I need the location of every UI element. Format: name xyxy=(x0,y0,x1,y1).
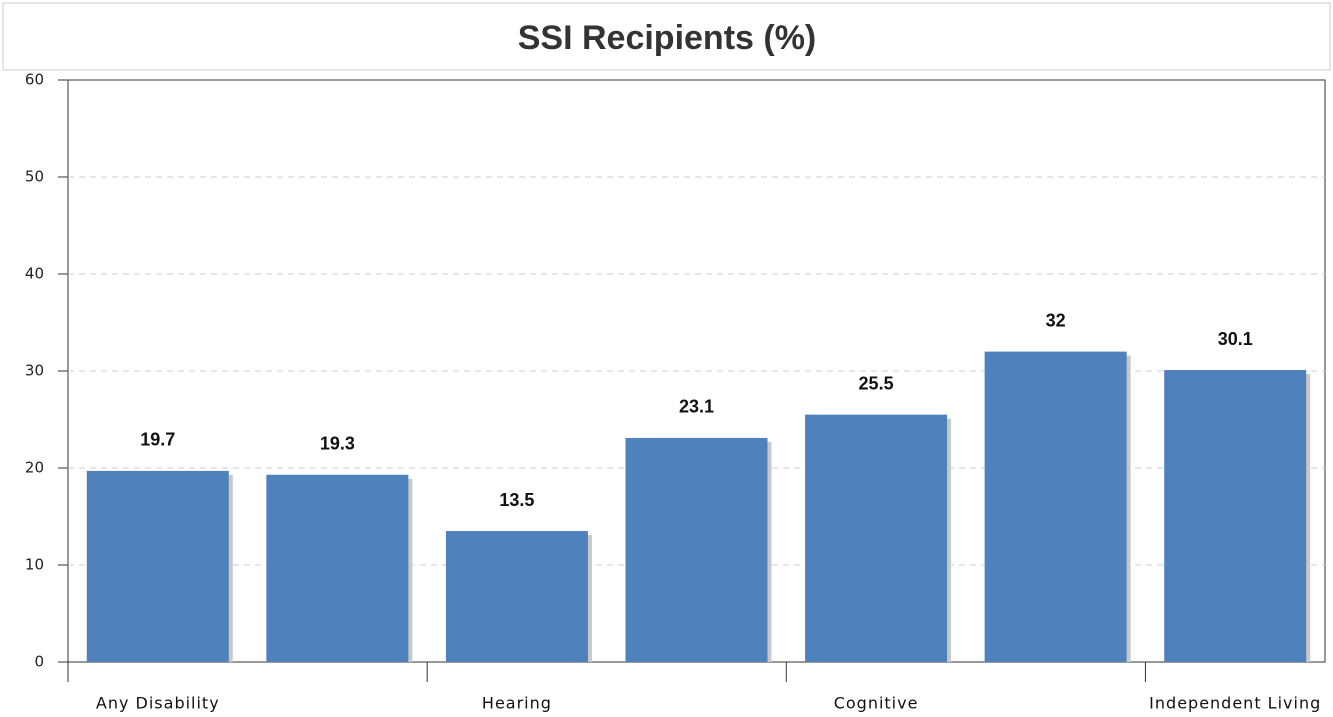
x-tick-label: Hearing xyxy=(482,694,552,713)
bar xyxy=(445,531,588,662)
x-tick-label: Cognitive xyxy=(834,694,919,713)
chart-title: SSI Recipients (%) xyxy=(518,19,817,57)
x-tick-label: Independent Living xyxy=(1149,694,1321,713)
y-tick-label: 10 xyxy=(25,556,44,574)
data-label: 25.5 xyxy=(859,373,894,393)
y-tick-label: 50 xyxy=(25,168,44,186)
bar xyxy=(266,474,409,662)
y-tick-label: 40 xyxy=(25,265,44,283)
title-box xyxy=(2,2,1331,71)
x-tick-label: Any Disability xyxy=(96,694,220,713)
bar xyxy=(1164,370,1307,662)
data-label: 19.7 xyxy=(140,430,175,450)
data-label: 13.5 xyxy=(499,490,534,510)
data-label: 23.1 xyxy=(679,397,714,417)
bar xyxy=(984,351,1127,662)
bar xyxy=(805,414,948,662)
data-label: 32 xyxy=(1046,310,1066,330)
y-tick-label: 0 xyxy=(34,653,44,671)
bar xyxy=(86,470,229,662)
y-tick-label: 20 xyxy=(25,459,44,477)
bar xyxy=(625,437,768,662)
y-tick-label: 30 xyxy=(25,362,44,380)
y-tick-label: 60 xyxy=(25,71,44,89)
data-label: 19.3 xyxy=(320,434,355,454)
data-label: 30.1 xyxy=(1218,329,1253,349)
